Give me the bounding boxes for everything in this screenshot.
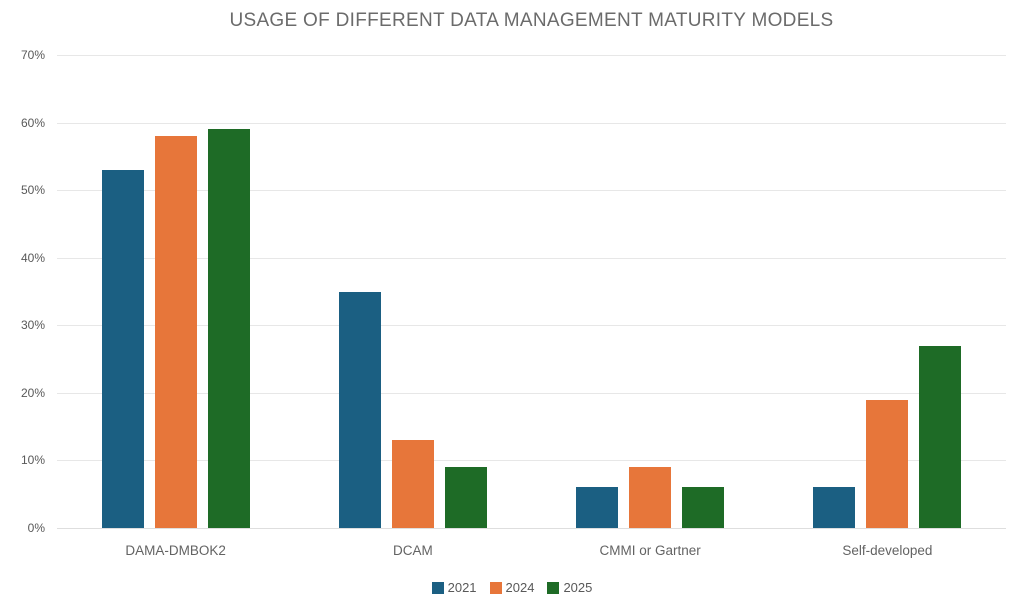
bar-group-self-developed: [769, 55, 1006, 528]
chart-legend: 2021 2024 2025: [0, 580, 1024, 595]
bar-2024-dama-dmbok2: [154, 136, 197, 528]
bar-2021-dama-dmbok2: [101, 169, 144, 528]
bar-2021-self-developed: [813, 487, 856, 528]
bar-group-dama-dmbok2: [57, 55, 294, 528]
gridline-70%: [57, 55, 1006, 56]
chart-title: USAGE OF DIFFERENT DATA MANAGEMENT MATUR…: [229, 10, 834, 31]
legend-label: 2024: [505, 580, 535, 595]
legend-swatch-icon: [547, 581, 560, 594]
bar-2021-dcam: [338, 291, 381, 528]
legend-item-2025: 2025: [547, 580, 592, 595]
bar-2025-dama-dmbok2: [207, 129, 250, 528]
gridline-40%: [57, 257, 1006, 259]
x-axis-label: DAMA-DMBOK2: [125, 543, 226, 558]
bar-2024-self-developed: [866, 399, 909, 528]
legend-item-2024: 2024: [489, 580, 535, 595]
y-axis-tick-label: 0%: [27, 521, 45, 535]
y-axis-tick-label: 20%: [20, 385, 45, 400]
bar-2024-dcam: [391, 440, 434, 528]
gridline-60%: [57, 122, 1006, 124]
y-axis-tick-label: 50%: [20, 183, 45, 198]
x-axis-label: Self-developed: [842, 543, 933, 558]
bar-2024-cmmi-or-gartner: [629, 467, 672, 528]
y-axis-tick-label: 70%: [20, 48, 45, 62]
y-axis-tick-label: 60%: [20, 115, 45, 130]
x-axis-labels: DAMA-DMBOK2 DCAM CMMI or Gartner Self-devel…: [57, 543, 1006, 558]
gridline-20%: [57, 392, 1006, 394]
x-axis-label: CMMI or Gartner: [599, 543, 701, 558]
y-axis-tick-label: 30%: [20, 318, 45, 333]
legend-item-2021: 2021: [431, 580, 477, 595]
bar-group-dcam: [294, 55, 531, 528]
gridline-50%: [57, 190, 1006, 192]
legend-swatch-icon: [431, 581, 444, 594]
bar-group-cmmi-or-gartner: [532, 55, 769, 528]
bar-2021-cmmi-or-gartner: [576, 487, 619, 528]
legend-label: 2021: [447, 580, 477, 595]
bar-2025-dcam: [444, 467, 487, 528]
y-axis-tick-label: 10%: [20, 453, 45, 468]
bar-2025-self-developed: [919, 345, 962, 528]
gridline-30%: [57, 325, 1006, 327]
x-axis-label: DCAM: [393, 543, 433, 558]
plot-area: [57, 55, 1006, 529]
gridline-10%: [57, 460, 1006, 462]
legend-label: 2025: [563, 580, 593, 595]
legend-swatch-icon: [489, 581, 502, 594]
y-axis-tick-label: 40%: [20, 250, 45, 265]
bar-2025-cmmi-or-gartner: [682, 487, 725, 528]
